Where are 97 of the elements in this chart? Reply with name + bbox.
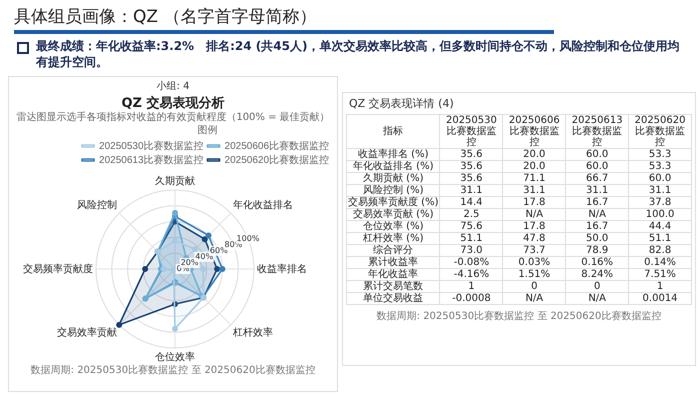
category-label: 综合评分: [373, 245, 414, 256]
text: 17.8: [523, 197, 546, 208]
text: 20.0: [523, 149, 546, 160]
text: 73.7: [523, 245, 546, 256]
category-label: 仓位效率 (%): [363, 221, 424, 232]
category-label: 收益率排名 (%): [358, 149, 428, 160]
text: N/A: [588, 209, 606, 220]
text: -0.0008: [452, 293, 491, 304]
category-label: 20250530比赛数据监控: [440, 114, 503, 148]
text: 31.1: [523, 185, 546, 196]
text: 47.8: [523, 233, 546, 244]
text: 数据周期: 20250530比赛数据监控 至 20250620比赛数据监控: [30, 365, 316, 376]
text: 35.6: [460, 173, 483, 184]
text: 0: [594, 281, 600, 292]
text: 1: [656, 281, 664, 292]
text: 60.0: [648, 173, 672, 184]
category-label: 20250620比赛数据监控: [628, 114, 692, 148]
text: 73.0: [460, 245, 483, 256]
text: 17.8: [523, 221, 546, 232]
category-label: 年化收益排名 (%): [353, 161, 434, 172]
spoke-label: 收益率排名: [257, 262, 307, 275]
legend-label: 20250613比赛数据监控: [99, 154, 204, 166]
text: 0.14%: [644, 257, 676, 268]
text: 最终成绩：年化收益率:3.2% 排名:24 (共45人)，单次交易效率比较高，但多数时间持仓不动，风险控制和仓位使用均有提升空间。: [36, 38, 680, 70]
text: QZ 交易表现详情 (4): [349, 96, 455, 111]
y-tick-label: 60%: [210, 246, 228, 255]
category-label: 交易频率贡献度 (%): [348, 197, 438, 208]
text: 37.8: [648, 197, 672, 208]
text: 8.24%: [581, 269, 614, 280]
text: 51.1: [648, 233, 672, 244]
text: 31.1: [586, 185, 608, 196]
text: 53.3: [648, 149, 672, 160]
text: 具体组员画像：QZ （名字首字母简称）: [14, 6, 316, 28]
text: N/A: [525, 293, 544, 304]
category-label: 年化收益率: [368, 269, 418, 280]
chart-title: QZ 交易表现分析: [120, 94, 226, 112]
category-label: 风险控制 (%): [363, 185, 424, 196]
spoke-label: 年化收益排名: [232, 198, 293, 211]
text: 71.1: [523, 173, 546, 184]
category-label: 20250606比赛数据监控: [502, 114, 566, 148]
text: 1.51%: [518, 269, 550, 280]
spoke-label: 杠杆效率: [232, 326, 273, 339]
text: 31.1: [648, 185, 672, 196]
text: 82.8: [648, 245, 672, 256]
text: 0.16%: [581, 257, 614, 268]
text: -4.16%: [454, 269, 490, 280]
text: 2.5: [463, 209, 480, 220]
text: 78.9: [586, 245, 608, 256]
spoke-label: 交易频率贡献度: [23, 262, 93, 275]
chart-subtitle: 雷达图显示选手各项指标对收益的有效贡献程度（100% = 最佳贡献）: [15, 112, 331, 123]
text: 20.0: [523, 161, 546, 172]
text: 0: [531, 281, 538, 292]
y-tick-label: 20%: [180, 258, 199, 268]
category-label: 指标: [346, 114, 440, 148]
legend-title: 图例: [198, 124, 218, 136]
legend-label: 20250606比赛数据监控: [224, 140, 330, 152]
text: 44.4: [648, 221, 672, 232]
spoke-label: 风险控制: [77, 198, 118, 211]
category-label: 单位交易收益: [363, 293, 424, 304]
text: 14.4: [460, 197, 483, 208]
y-tick-label: 80%: [224, 240, 243, 249]
text: 16.7: [586, 197, 608, 208]
text: 16.7: [586, 221, 608, 232]
text: 53.3: [648, 161, 672, 172]
text: 35.6: [460, 161, 483, 172]
y-tick-label: 0%: [176, 264, 190, 274]
text: N/A: [588, 293, 606, 304]
text: 小组: 4: [156, 80, 190, 93]
text: 75.6: [460, 221, 483, 232]
legend-label: 20250530比赛数据监控: [99, 140, 204, 152]
category-label: 久期贡献 (%): [363, 173, 424, 184]
text: 0.0014: [642, 293, 678, 304]
y-tick-label: 100%: [236, 234, 260, 243]
spoke-label: 久期贡献: [155, 174, 195, 187]
category-label: 20250613比赛数据监控: [566, 114, 629, 148]
category-label: 累计交易笔数: [363, 281, 424, 292]
text: 60.0: [586, 149, 608, 160]
text: N/A: [525, 209, 544, 220]
text: 50.0: [586, 233, 608, 244]
text: 66.7: [586, 173, 608, 184]
text: -0.08%: [454, 257, 490, 268]
category-label: 累计收益率: [368, 257, 418, 268]
text: 60.0: [586, 161, 608, 172]
text: 数据周期: 20250530比赛数据监控 至 20250620比赛数据监控: [376, 311, 662, 322]
category-label: 交易效率贡献 (%): [353, 209, 434, 220]
legend-label: 20250620比赛数据监控: [224, 154, 330, 166]
spoke-label: 仓位效率: [155, 350, 195, 363]
spoke-label: 交易效率贡献: [57, 326, 118, 339]
text: 31.1: [460, 185, 483, 196]
text: 51.1: [460, 233, 483, 244]
text: 100.0: [646, 209, 674, 220]
text: 1: [468, 281, 475, 292]
text: 7.51%: [644, 269, 676, 280]
text: 0.03%: [518, 257, 550, 268]
y-tick-label: 40%: [195, 252, 214, 261]
category-label: 杠杆效率 (%): [363, 233, 424, 244]
text: 35.6: [460, 149, 483, 160]
